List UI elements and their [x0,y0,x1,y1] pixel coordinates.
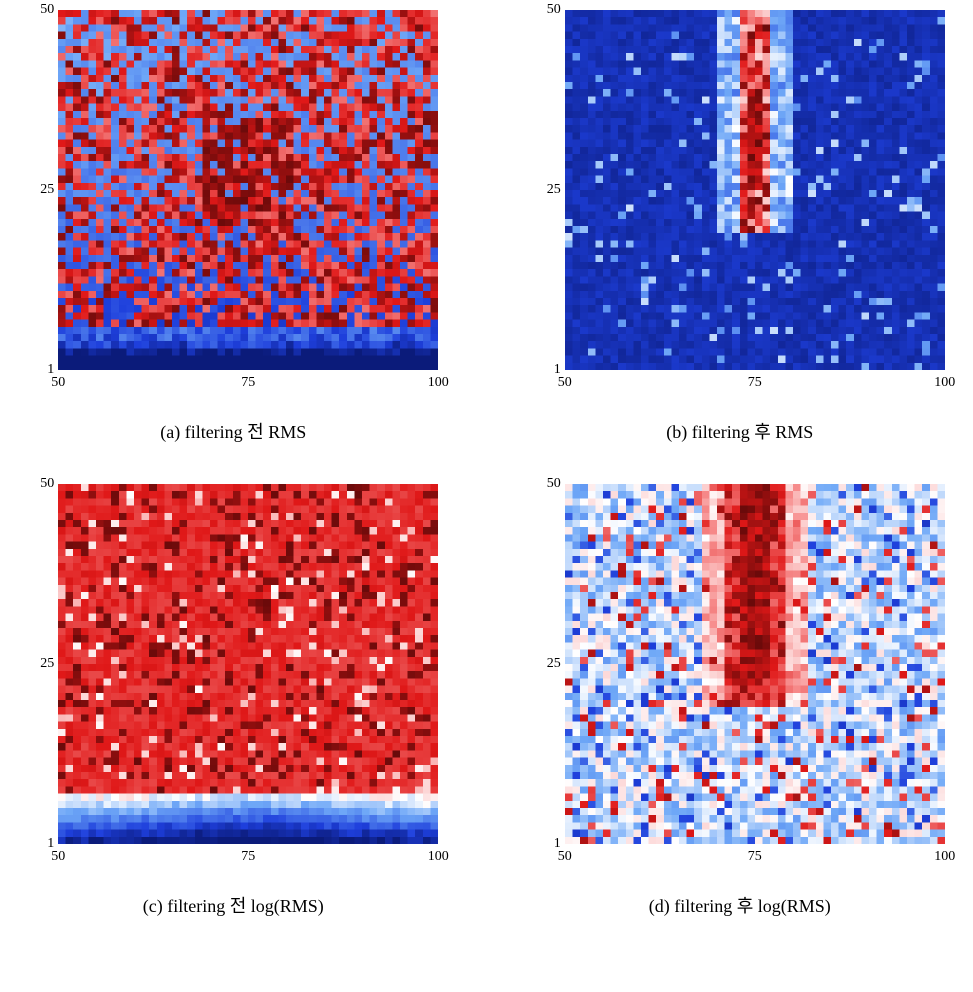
xtick: 75 [241,849,255,865]
heatmap-a [58,10,438,370]
heatmap-b [565,10,945,370]
xtick: 50 [51,375,65,391]
caption-d: (d) filtering 후 log(RMS) [649,892,831,918]
xtick: 100 [934,849,955,865]
heatmap-c [58,484,438,844]
panel-d: 50 25 1 50 75 100 (d) filtering 후 log(RM… [517,484,964,918]
caption-b: (b) filtering 후 RMS [666,418,813,444]
plot-area-a: 50 25 1 50 75 100 [28,10,438,400]
xtick: 75 [748,849,762,865]
plot-area-b: 50 25 1 50 75 100 [535,10,945,400]
xtick: 50 [558,849,572,865]
caption-a: (a) filtering 전 RMS [160,418,306,444]
xtick: 100 [428,375,449,391]
xtick: 75 [748,375,762,391]
xtick: 75 [241,375,255,391]
panel-b: 50 25 1 50 75 100 (b) filtering 후 RMS [517,10,964,444]
panel-c: 50 25 1 50 75 100 (c) filtering 전 log(RM… [10,484,457,918]
xtick: 100 [934,375,955,391]
ytick: 50 [535,476,561,492]
ytick: 25 [28,656,54,672]
figure-grid: 50 25 1 50 75 100 (a) filtering 전 RMS 50… [10,10,963,918]
ytick: 50 [28,476,54,492]
ytick: 25 [535,182,561,198]
xtick: 100 [428,849,449,865]
ytick: 25 [28,182,54,198]
caption-c: (c) filtering 전 log(RMS) [143,892,324,918]
ytick: 50 [28,2,54,18]
ytick: 25 [535,656,561,672]
plot-area-c: 50 25 1 50 75 100 [28,484,438,874]
panel-a: 50 25 1 50 75 100 (a) filtering 전 RMS [10,10,457,444]
xtick: 50 [51,849,65,865]
plot-area-d: 50 25 1 50 75 100 [535,484,945,874]
heatmap-d [565,484,945,844]
ytick: 50 [535,2,561,18]
xtick: 50 [558,375,572,391]
